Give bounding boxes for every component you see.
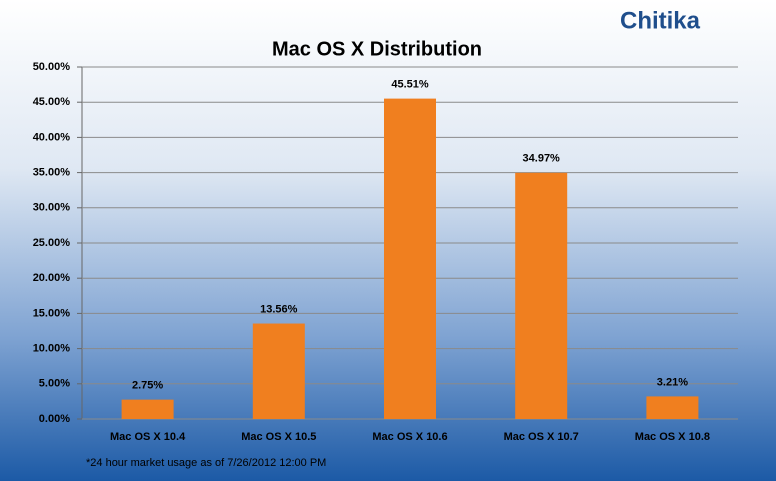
x-tick-label: Mac OS X 10.4	[110, 431, 186, 443]
value-label: 2.75%	[132, 380, 163, 392]
y-tick-label: 20.00%	[33, 272, 71, 284]
y-tick-label: 25.00%	[33, 237, 71, 249]
x-tick-label: Mac OS X 10.6	[372, 431, 447, 443]
y-tick-label: 50.00%	[33, 61, 71, 73]
y-tick-label: 0.00%	[39, 413, 70, 425]
chart-title: Mac OS X Distribution	[272, 38, 482, 60]
value-label: 13.56%	[260, 303, 298, 315]
y-tick-label: 45.00%	[33, 96, 71, 108]
y-tick-label: 10.00%	[33, 343, 71, 355]
y-tick-label: 30.00%	[33, 202, 71, 214]
bar	[515, 172, 568, 419]
value-label: 45.51%	[391, 79, 429, 91]
x-tick-label: Mac OS X 10.7	[504, 431, 579, 443]
footnote: *24 hour market usage as of 7/26/2012 12…	[86, 457, 326, 469]
bar	[252, 323, 305, 419]
logo: Chitika	[620, 7, 701, 34]
value-label: 34.97%	[523, 153, 561, 165]
y-tick-label: 35.00%	[33, 167, 71, 179]
y-tick-label: 40.00%	[33, 131, 71, 143]
bar	[384, 98, 436, 420]
value-label: 3.21%	[657, 376, 688, 388]
x-tick-label: Mac OS X 10.8	[635, 431, 710, 443]
y-tick-label: 15.00%	[33, 307, 71, 319]
x-tick-label: Mac OS X 10.5	[241, 431, 316, 443]
bar	[121, 399, 174, 419]
bar	[646, 396, 699, 419]
y-tick-label: 5.00%	[39, 378, 70, 390]
